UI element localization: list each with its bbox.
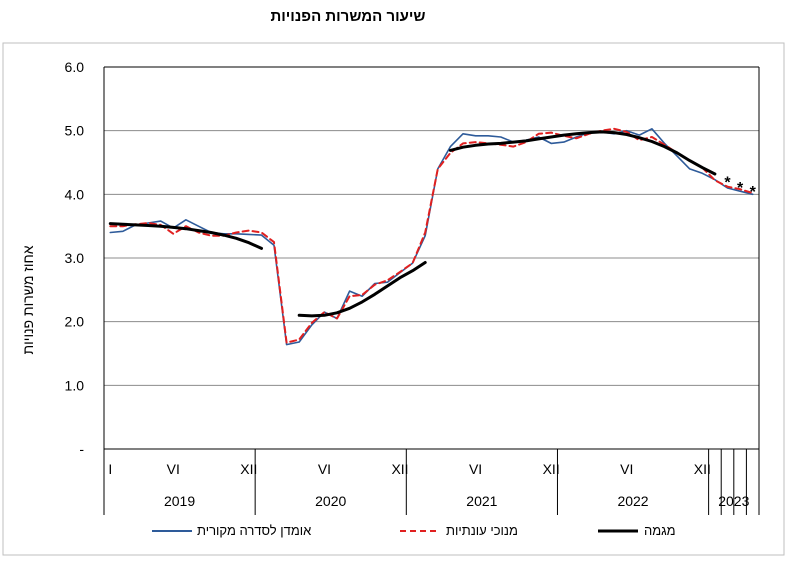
y-tick-label: 6.0: [65, 59, 85, 75]
month-tick-label: VI: [318, 461, 331, 477]
y-axis-label: אחוז משרות פנויות: [20, 245, 36, 354]
month-tick-label: VI: [469, 461, 482, 477]
series-original: [109, 128, 754, 346]
year-label: 2020: [315, 493, 346, 509]
chart-title: שיעור המשרות הפנויות: [270, 8, 425, 25]
series-seasonally-adjusted: [109, 127, 754, 344]
month-tick-label: XII: [694, 461, 711, 477]
asterisk-marker: *: [750, 184, 757, 201]
series-lines: [108, 127, 754, 346]
month-tick-label: XII: [391, 461, 408, 477]
y-axis-ticks: 6.0 5.0 4.0 3.0 2.0 1.0 -: [65, 59, 85, 457]
y-tick-label: 4.0: [65, 186, 85, 202]
month-tick-label: I: [108, 461, 112, 477]
y-tick-label: 1.0: [65, 377, 85, 393]
month-tick-label: XII: [543, 461, 560, 477]
y-tick-label: 5.0: [65, 123, 85, 139]
annotations: * * *: [724, 175, 756, 202]
plot-frame: [2, 42, 785, 556]
year-label: 2022: [617, 493, 648, 509]
month-tick-label: VI: [167, 461, 180, 477]
y-tick-label: 2.0: [65, 314, 85, 330]
year-label: 2023: [718, 493, 749, 509]
year-label: 2019: [164, 493, 195, 509]
legend: אומדן לסדרה מקורית מנוכי עונתיות מגמה: [152, 523, 676, 538]
series-trend: [108, 130, 717, 318]
grid-lines: [103, 66, 760, 449]
legend-label-original: אומדן לסדרה מקורית: [197, 523, 311, 538]
x-axis: 2019 2020 2021 2022 2023 I VI XII VI XII VI XII VI XI…: [103, 448, 760, 515]
legend-label-trend: מגמה: [644, 523, 676, 538]
y-tick-label: 3.0: [65, 250, 85, 266]
legend-label-seasonal: מנוכי עונתיות: [446, 523, 518, 538]
asterisk-marker: *: [737, 180, 744, 197]
month-tick-label: XII: [240, 461, 257, 477]
year-label: 2021: [466, 493, 497, 509]
asterisk-marker: *: [724, 175, 731, 192]
y-tick-label: -: [79, 441, 84, 457]
month-tick-label: VI: [620, 461, 633, 477]
